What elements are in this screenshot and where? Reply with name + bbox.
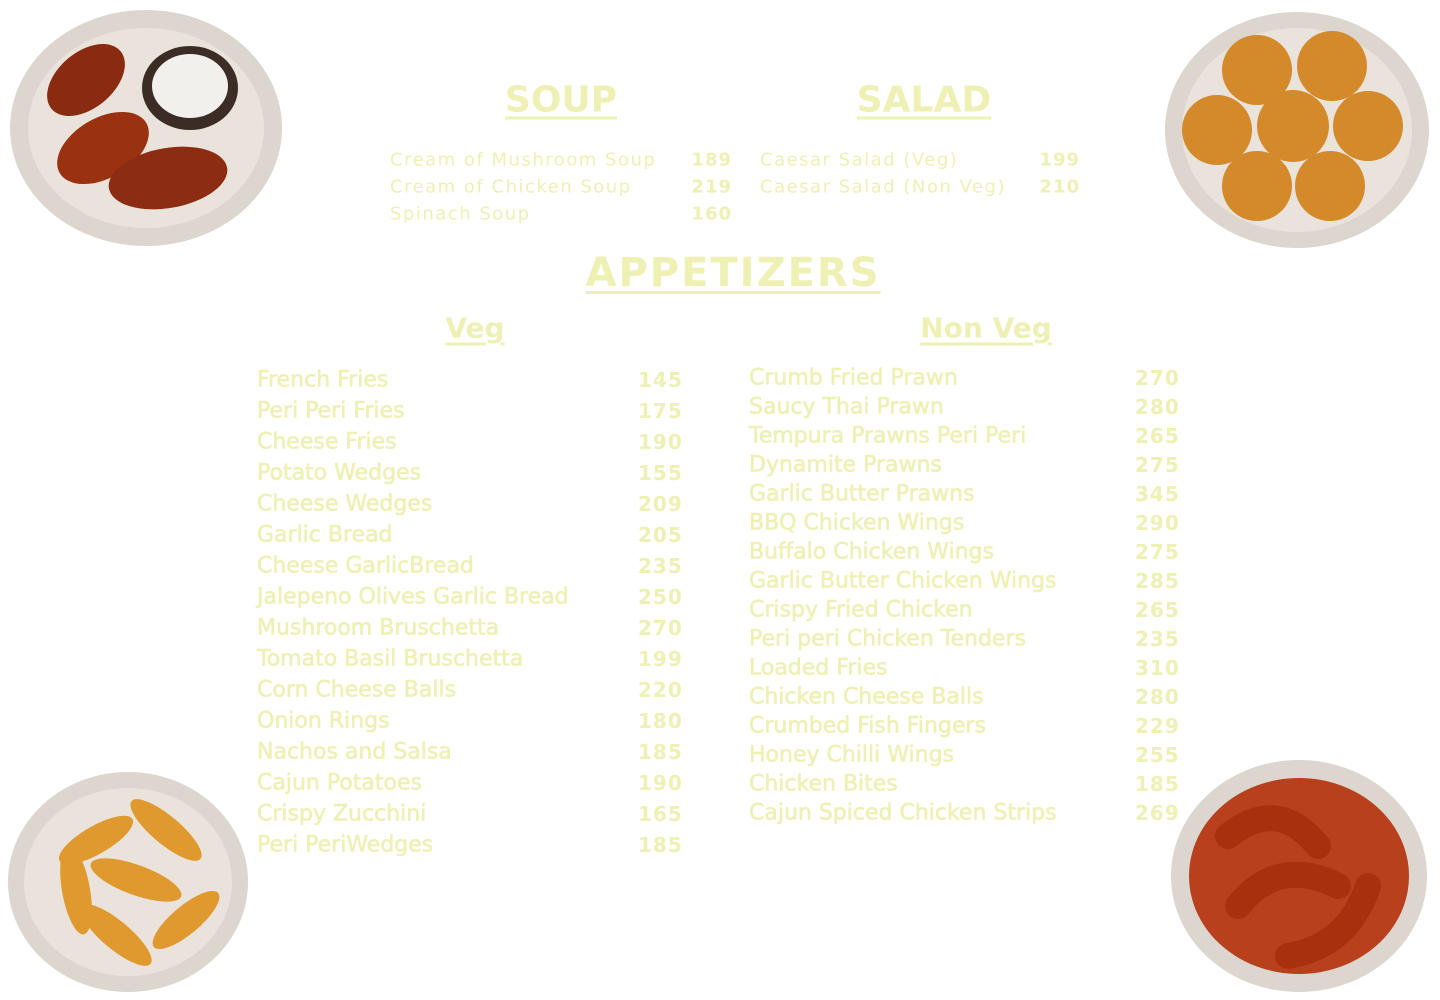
item-name: Mushroom Bruschetta (257, 615, 500, 641)
item-name: Onion Rings (257, 708, 390, 734)
item-price: 250 (638, 585, 683, 609)
item-price: 209 (638, 492, 683, 516)
item-price: 185 (1135, 772, 1180, 796)
item-name: Jalepeno Olives Garlic Bread (257, 584, 569, 610)
section-title: SALAD (856, 79, 992, 121)
cheese-balls-plate (1165, 12, 1429, 248)
item-price: 285 (1135, 569, 1180, 593)
item-name: Tomato Basil Bruschetta (257, 646, 524, 672)
item-price: 235 (1135, 627, 1180, 651)
item-price: 210 (1039, 176, 1080, 198)
item-name: Cream of Chicken Soup (390, 176, 632, 198)
item-name: Corn Cheese Balls (257, 677, 457, 703)
item-name: Buffalo Chicken Wings (749, 539, 995, 565)
item-price: 269 (1135, 801, 1180, 825)
subsection-title: Non Veg (920, 311, 1052, 345)
item-price: 205 (638, 523, 683, 547)
item-price: 265 (1135, 598, 1180, 622)
section-title: SOUP (504, 79, 618, 121)
wings-plate (10, 10, 282, 246)
wedges-plate (8, 772, 248, 992)
item-price: 189 (691, 149, 732, 171)
item-price: 185 (638, 740, 683, 764)
item-price: 165 (638, 802, 683, 826)
item-name: Peri PeriWedges (257, 832, 434, 858)
item-name: Dynamite Prawns (749, 452, 942, 478)
item-price: 265 (1135, 424, 1180, 448)
item-name: Peri peri Chicken Tenders (749, 626, 1027, 652)
prawns-plate (1171, 760, 1427, 992)
item-name: Caesar Salad (Veg) (760, 149, 959, 171)
item-name: Saucy Thai Prawn (749, 394, 944, 420)
item-name: Chicken Bites (749, 771, 898, 797)
item-name: Cream of Mushroom Soup (390, 149, 657, 171)
item-name: Cajun Potatoes (257, 770, 423, 796)
item-name: Tempura Prawns Peri Peri (749, 423, 1027, 449)
item-price: 190 (638, 771, 683, 795)
item-name: Loaded Fries (749, 655, 888, 681)
item-name: Spinach Soup (390, 203, 531, 225)
item-price: 155 (638, 461, 683, 485)
item-price: 190 (638, 430, 683, 454)
item-price: 175 (638, 399, 683, 423)
item-name: Crumbed Fish Fingers (749, 713, 987, 739)
item-price: 275 (1135, 540, 1180, 564)
item-price: 255 (1135, 743, 1180, 767)
item-price: 145 (638, 368, 683, 392)
item-name: Cheese Wedges (257, 491, 433, 517)
item-price: 345 (1135, 482, 1180, 506)
item-price: 310 (1135, 656, 1180, 680)
item-name: Cheese Fries (257, 429, 397, 455)
item-price: 199 (638, 647, 683, 671)
item-name: BBQ Chicken Wings (749, 510, 965, 536)
item-name: Garlic Butter Prawns (749, 481, 975, 507)
item-name: Caesar Salad (Non Veg) (760, 176, 1006, 198)
item-price: 199 (1039, 149, 1080, 171)
item-name: French Fries (257, 367, 389, 393)
item-price: 235 (638, 554, 683, 578)
item-name: Garlic Bread (257, 522, 393, 548)
item-name: Nachos and Salsa (257, 739, 452, 765)
item-name: Crispy Fried Chicken (749, 597, 973, 623)
item-price: 220 (638, 678, 683, 702)
item-name: Cajun Spiced Chicken Strips (749, 800, 1057, 826)
item-price: 270 (638, 616, 683, 640)
item-name: Cheese GarlicBread (257, 553, 475, 579)
item-name: Chicken Cheese Balls (749, 684, 984, 710)
section-title: APPETIZERS (585, 250, 881, 296)
subsection-title: Veg (445, 311, 505, 345)
item-price: 290 (1135, 511, 1180, 535)
item-price: 229 (1135, 714, 1180, 738)
item-price: 160 (691, 203, 732, 225)
item-price: 185 (638, 833, 683, 857)
item-price: 270 (1135, 366, 1180, 390)
item-name: Peri Peri Fries (257, 398, 405, 424)
item-name: Garlic Butter Chicken Wings (749, 568, 1057, 594)
item-name: Crumb Fried Prawn (749, 365, 958, 391)
item-price: 275 (1135, 453, 1180, 477)
item-price: 180 (638, 709, 683, 733)
item-name: Honey Chilli Wings (749, 742, 955, 768)
item-name: Potato Wedges (257, 460, 422, 486)
item-price: 280 (1135, 395, 1180, 419)
item-price: 280 (1135, 685, 1180, 709)
item-name: Crispy Zucchini (257, 801, 427, 827)
item-price: 219 (691, 176, 732, 198)
